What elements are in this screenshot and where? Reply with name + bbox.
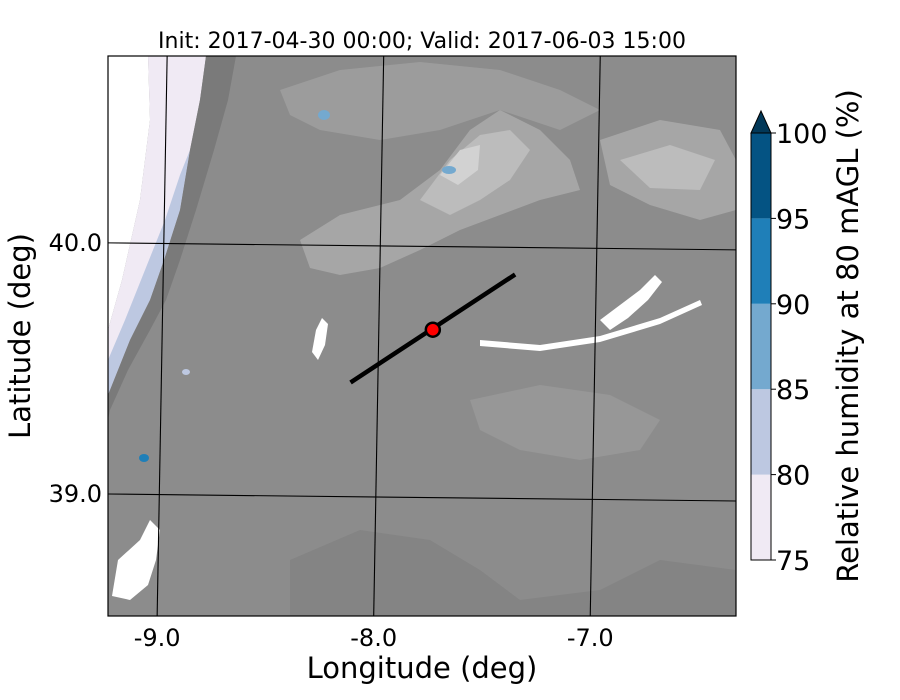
map-area bbox=[108, 56, 736, 616]
colorbar-segment-3 bbox=[751, 218, 771, 304]
rh-spot-3 bbox=[139, 454, 149, 462]
x-tick-label-2: -7.0 bbox=[567, 624, 614, 652]
y-axis-ticks: 40.0 39.0 bbox=[49, 229, 102, 508]
colorbar-tick-label-3: 90 bbox=[776, 290, 810, 321]
colorbar: 75 80 85 90 95 100 bbox=[750, 109, 828, 577]
y-axis-label: Latitude (deg) bbox=[3, 233, 37, 439]
meridian-line-0 bbox=[156, 55, 168, 617]
colorbar-tick-label-4: 95 bbox=[776, 204, 810, 235]
terrain-upland-south bbox=[470, 385, 660, 460]
meridian-line-1 bbox=[373, 55, 385, 617]
x-tick-label-1: -8.0 bbox=[350, 624, 397, 652]
colorbar-segment-1 bbox=[751, 389, 771, 475]
colorbar-tick-label-5: 100 bbox=[776, 119, 828, 150]
reservoir-east bbox=[600, 275, 662, 330]
colorbar-tick-label-1: 80 bbox=[776, 461, 810, 492]
coastal-terrain bbox=[108, 56, 236, 420]
chart-title: Init: 2017-04-30 00:00; Valid: 2017-06-0… bbox=[158, 29, 686, 54]
colorbar-segment-0 bbox=[751, 474, 771, 560]
rh-band-80-85 bbox=[108, 150, 190, 395]
terrain-highland-2 bbox=[420, 130, 530, 215]
x-tick-label-0: -9.0 bbox=[134, 624, 181, 652]
rh-spot-1 bbox=[442, 166, 456, 174]
plot-frame bbox=[107, 55, 737, 617]
reservoir-southwest bbox=[112, 520, 160, 600]
river-east bbox=[480, 300, 702, 351]
y-tick-label-1: 39.0 bbox=[49, 480, 102, 508]
parallel-line-1 bbox=[107, 493, 737, 502]
x-axis-label: Longitude (deg) bbox=[307, 651, 538, 685]
meridian-line-2 bbox=[589, 55, 601, 617]
terrain-lowland-south bbox=[290, 530, 736, 616]
reservoir-center bbox=[312, 318, 328, 360]
parallel-line-0 bbox=[107, 242, 737, 251]
colorbar-segment-4 bbox=[751, 133, 771, 219]
colorbar-extend-arrow bbox=[750, 109, 772, 134]
y-tick-label-0: 40.0 bbox=[49, 229, 102, 257]
location-marker bbox=[424, 321, 442, 338]
terrain-upland-north bbox=[280, 62, 600, 140]
terrain-highland-5 bbox=[620, 145, 715, 190]
map-graticule bbox=[107, 55, 737, 617]
rh-spot-4 bbox=[182, 369, 190, 375]
colorbar-tick-label-0: 75 bbox=[776, 546, 810, 577]
colorbar-outline bbox=[750, 132, 772, 561]
terrain-highland-3 bbox=[440, 145, 480, 185]
colorbar-label: Relative humidity at 80 mAGL (%) bbox=[831, 89, 865, 583]
ocean-region bbox=[108, 56, 150, 330]
colorbar-segment-2 bbox=[751, 303, 771, 390]
rh-spot-2 bbox=[318, 110, 330, 120]
colorbar-tick-label-2: 85 bbox=[776, 375, 810, 406]
x-axis-ticks: -9.0 -8.0 -7.0 bbox=[134, 624, 614, 652]
